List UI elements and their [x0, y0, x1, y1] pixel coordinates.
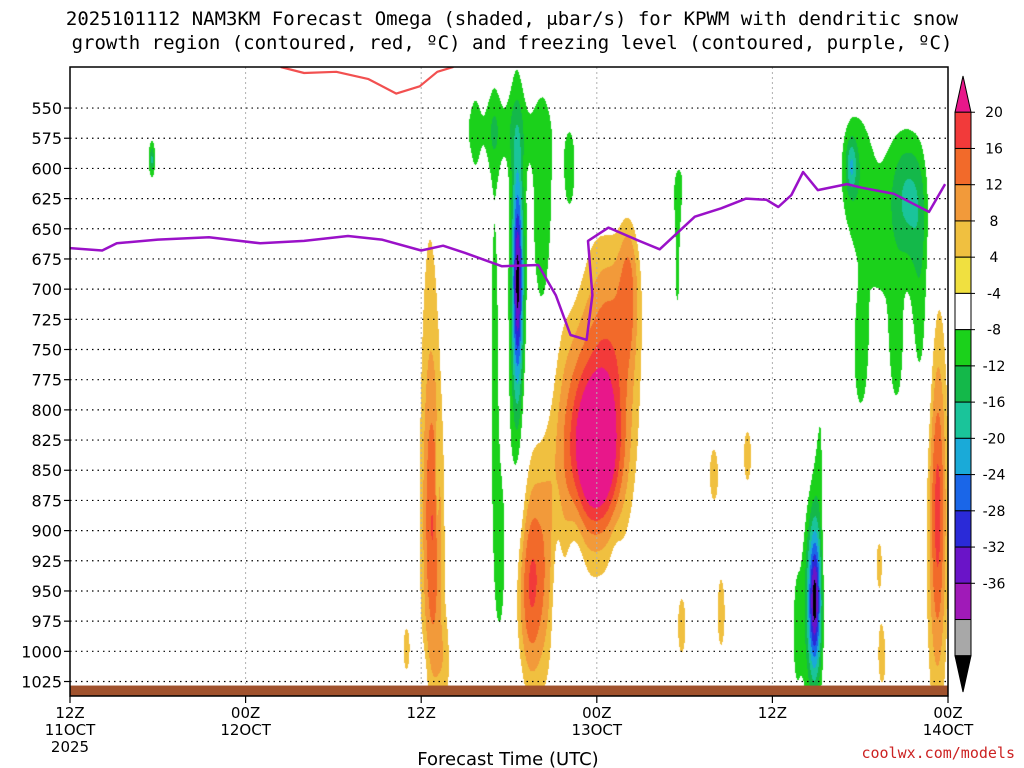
x-tick-date-0: 11OCT	[45, 721, 96, 739]
x-tick-label-24: 12Z	[407, 704, 436, 722]
colorbar-swatch-6	[954, 292, 972, 331]
chart-title-line-2: growth region (contoured, red, ºC) and f…	[72, 32, 953, 54]
site-credit: coolwx.com/models	[861, 744, 1015, 762]
y-tick-label-650: 650	[31, 220, 62, 239]
y-tick-label-700: 700	[31, 280, 62, 299]
y-tick-label-875: 875	[31, 491, 62, 510]
y-tick-label-600: 600	[31, 159, 62, 178]
plot-frame	[69, 66, 949, 697]
y-tick-label-775: 775	[31, 371, 62, 390]
colorbar-swatch-4	[954, 220, 972, 258]
y-tick-label-825: 825	[31, 431, 62, 450]
colorbar-label-8: 8	[990, 214, 999, 230]
x-tick-date-36: 13OCT	[572, 721, 623, 739]
surface-ground	[70, 685, 948, 696]
x-tick-date-12: 12OCT	[220, 721, 271, 739]
y-tick-label-925: 925	[31, 552, 62, 571]
colorbar-label-12: 12	[985, 178, 1003, 194]
x-tick-label-36: 00Z	[582, 704, 611, 722]
colorbar-label--4: -4	[987, 286, 1001, 302]
colorbar-swatch-10	[954, 437, 972, 476]
colorbar-swatch-7	[954, 329, 972, 367]
x-tick-label-12: 00Z	[231, 704, 260, 722]
colorbar-swatch-11	[954, 474, 972, 512]
colorbar-swatch-15	[954, 619, 972, 657]
colorbar-swatch-9	[954, 401, 972, 439]
colorbar: 20 16 12 8 4 -4 -8 -12 -16 -20 -24 -28 -32 -36	[954, 75, 1006, 693]
colorbar-swatch-12	[954, 510, 972, 548]
colorbar-swatch-5	[954, 256, 972, 294]
colorbar-label-4: 4	[990, 250, 999, 266]
dendritic-growth-contour	[280, 67, 454, 95]
x-axis-title: Forecast Time (UTC)	[417, 749, 598, 768]
x-tick-year-0: 2025	[51, 738, 89, 756]
colorbar-label--32: -32	[983, 540, 1006, 556]
colorbar-swatch-3	[954, 184, 972, 222]
colorbar-label--20: -20	[983, 431, 1006, 447]
chart-title-line-1: 2025101112 NAM3KM Forecast Omega (shaded…	[66, 8, 959, 30]
colorbar-label-20: 20	[985, 105, 1003, 121]
colorbar-swatch-1	[954, 111, 972, 149]
y-tick-label-575: 575	[31, 129, 62, 148]
y-tick-label-750: 750	[31, 341, 62, 360]
x-tick-date-60: 14OCT	[923, 721, 974, 739]
colorbar-label--12: -12	[983, 359, 1006, 375]
y-tick-label-625: 625	[31, 190, 62, 209]
x-tick-label-48: 12Z	[758, 704, 787, 722]
colorbar-label-16: 16	[985, 141, 1003, 157]
y-tick-label-725: 725	[31, 310, 62, 329]
x-tick-label-0: 12Z	[55, 704, 84, 722]
colorbar-swatch-2	[954, 147, 972, 186]
y-axis: 550 575 600 625 650 675 700 725 750 775 800 825 850 8…	[21, 99, 70, 692]
y-tick-label-900: 900	[31, 522, 62, 541]
x-tick-label-60: 00Z	[933, 704, 962, 722]
colorbar-label--28: -28	[983, 504, 1006, 520]
omega-shading	[70, 67, 948, 696]
y-tick-label-1025: 1025	[21, 673, 62, 692]
colorbar-label--36: -36	[983, 576, 1006, 592]
colorbar-swatch-14	[954, 582, 972, 621]
y-tick-label-800: 800	[31, 401, 62, 420]
colorbar-label--8: -8	[987, 323, 1001, 339]
grid-lines	[70, 67, 948, 696]
plot-area	[70, 67, 948, 696]
freezing-level-contour	[70, 170, 947, 342]
colorbar-bottom-triangle	[954, 655, 972, 693]
y-tick-label-950: 950	[31, 582, 62, 601]
colorbar-swatch-13	[954, 546, 972, 584]
y-tick-label-850: 850	[31, 461, 62, 480]
colorbar-label--24: -24	[983, 468, 1006, 484]
y-tick-label-975: 975	[31, 612, 62, 631]
colorbar-swatch-8	[954, 365, 972, 403]
y-tick-label-1000: 1000	[21, 642, 62, 661]
y-tick-label-550: 550	[31, 99, 62, 118]
y-tick-label-675: 675	[31, 250, 62, 269]
colorbar-label--16: -16	[983, 395, 1006, 411]
colorbar-top-triangle	[954, 75, 972, 113]
